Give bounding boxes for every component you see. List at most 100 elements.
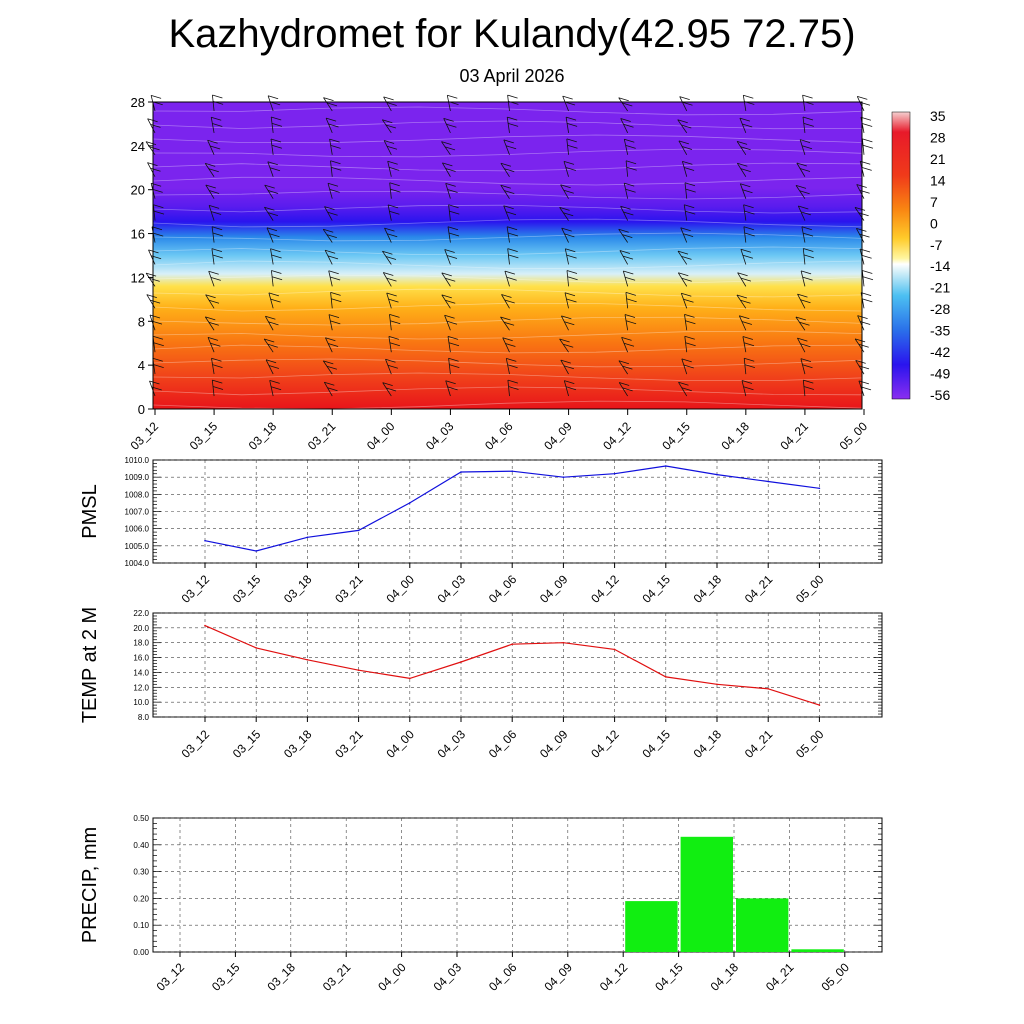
wind-barb xyxy=(389,182,392,199)
wind-barb xyxy=(677,250,688,265)
wind-barb-feather xyxy=(149,146,160,151)
wind-barb-feather xyxy=(740,146,751,151)
wind-barb-feather xyxy=(561,227,572,232)
wind-barb-feather xyxy=(269,233,280,238)
wind-barb xyxy=(328,270,333,287)
wind-barb-feather xyxy=(744,357,755,362)
wind-barb xyxy=(623,183,629,199)
wind-barb-feather xyxy=(624,138,635,143)
colorbar-label: -7 xyxy=(930,237,943,253)
wind-barb xyxy=(736,162,747,177)
wind-barb xyxy=(625,160,629,177)
wind-barb-feather xyxy=(684,314,695,318)
x-tick-label: 03_18 xyxy=(281,727,315,761)
wind-barb xyxy=(322,229,333,243)
series-point xyxy=(716,683,718,686)
x-tick-label: 04_06 xyxy=(482,419,516,453)
series-point xyxy=(613,472,616,475)
x-tick-label: 04_15 xyxy=(639,572,673,606)
wind-barb-feather xyxy=(145,272,157,277)
x-tick-label: 03_21 xyxy=(305,419,339,453)
wind-barb xyxy=(265,359,274,375)
wind-barb-feather xyxy=(267,95,279,100)
wind-barb-feather xyxy=(507,116,518,121)
contour-line xyxy=(152,372,863,381)
wind-barb xyxy=(862,138,865,155)
wind-barb-feather xyxy=(149,380,160,385)
wind-barb-feather xyxy=(383,272,394,276)
series-point xyxy=(511,470,513,473)
wind-barb xyxy=(204,316,215,331)
wind-barb-feather xyxy=(323,97,334,101)
wind-barb xyxy=(740,249,747,265)
x-tick-label: 04_15 xyxy=(659,419,693,453)
x-tick-label: 04_12 xyxy=(597,960,631,994)
wind-barb-feather xyxy=(620,118,631,122)
x-tick-label: 04_18 xyxy=(691,727,725,761)
wind-barb xyxy=(800,270,806,287)
x-tick-label: 04_21 xyxy=(778,419,812,453)
series-point xyxy=(306,536,309,539)
wind-barb-feather xyxy=(330,160,341,165)
wind-barb-feather xyxy=(212,364,223,368)
wind-barb xyxy=(683,204,688,221)
x-tick-label: 03_15 xyxy=(230,727,264,761)
wind-barb xyxy=(621,337,629,353)
wind-barb-feather xyxy=(618,97,629,102)
wind-barb-feather xyxy=(271,254,282,259)
wind-barb xyxy=(330,292,333,309)
wind-barb-feather xyxy=(153,204,164,209)
wind-barb-feather xyxy=(212,386,224,390)
wind-barb-feather xyxy=(854,338,866,343)
wind-barb xyxy=(444,315,451,331)
wind-barb xyxy=(856,228,865,243)
wind-barb-feather xyxy=(560,184,571,189)
wind-barb xyxy=(506,226,510,243)
y-tick-label: 1005.0 xyxy=(125,542,150,551)
wind-barb-feather xyxy=(677,119,688,124)
colorbar-label: -42 xyxy=(930,344,950,360)
wind-barb-feather xyxy=(212,232,224,237)
wind-barb-feather xyxy=(740,183,751,188)
wind-barb-feather xyxy=(742,336,754,340)
wind-barb-feather xyxy=(500,184,511,189)
wind-barb xyxy=(448,204,451,221)
wind-barb-feather xyxy=(681,387,692,392)
x-tick-label: 04_12 xyxy=(588,572,622,606)
contour-line xyxy=(152,246,863,255)
wind-barb-feather xyxy=(146,294,157,298)
wind-barb-feather xyxy=(330,292,341,296)
wind-barb-feather xyxy=(324,249,336,254)
wind-barb-feather xyxy=(449,364,460,368)
wind-barb xyxy=(677,272,688,287)
wind-barb-feather xyxy=(331,166,342,171)
wind-barb-feather xyxy=(506,226,518,231)
wind-barb-feather xyxy=(860,386,872,391)
wind-barb-feather xyxy=(564,233,575,238)
wind-barb xyxy=(384,227,392,243)
wind-barb xyxy=(562,95,569,112)
chart-title: Kazhydromet for Kulandy(42.95 72.75) xyxy=(168,12,856,56)
wind-barb-feather xyxy=(271,116,282,121)
wind-barb-feather xyxy=(445,168,456,172)
wind-barb-feather xyxy=(385,256,397,260)
wind-barb-feather xyxy=(448,342,460,347)
wind-barb-feather xyxy=(504,168,515,173)
wind-barb xyxy=(323,97,333,112)
wind-barb xyxy=(269,380,274,397)
wind-barb xyxy=(681,358,688,375)
wind-barb-feather xyxy=(743,94,754,99)
wind-barb xyxy=(387,161,392,177)
wind-barb xyxy=(264,184,274,199)
y-tick-label: 18.0 xyxy=(133,639,149,648)
y-tick-label: 1006.0 xyxy=(125,525,150,534)
colorbar-label: -35 xyxy=(930,323,950,339)
x-tick-label: 04_00 xyxy=(383,572,417,606)
wind-barb-feather xyxy=(445,277,456,282)
x-tick-label: 04_00 xyxy=(364,419,398,453)
contour-line xyxy=(152,386,863,396)
wind-barb-feather xyxy=(264,338,275,343)
wind-barb-feather xyxy=(567,276,578,281)
y-tick-label: 22.0 xyxy=(133,609,149,618)
wind-barb xyxy=(324,250,333,265)
